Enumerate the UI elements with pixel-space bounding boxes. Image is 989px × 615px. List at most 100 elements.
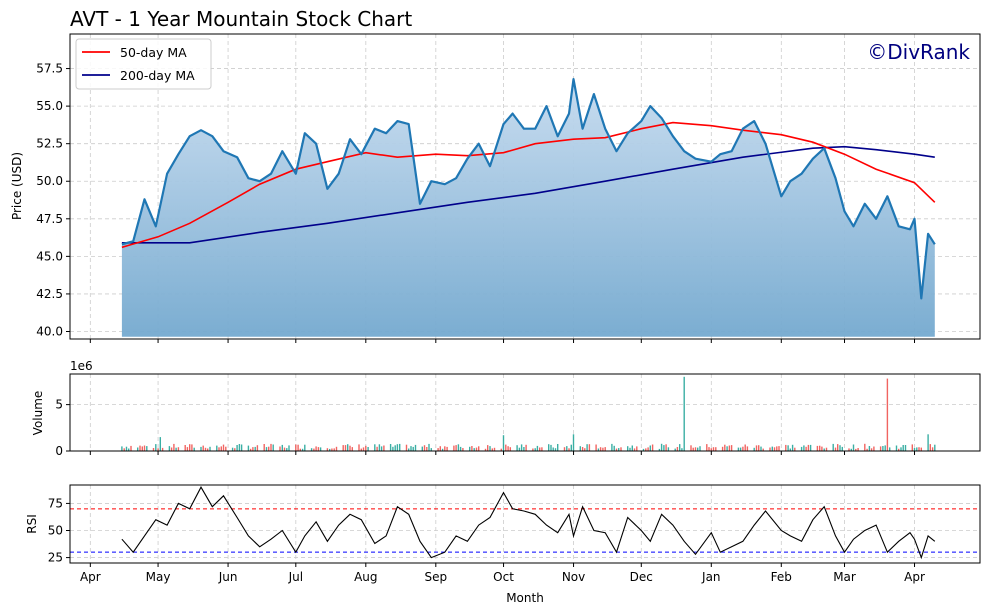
y-tick-label: 45.0 <box>36 249 63 263</box>
volume-bar <box>627 446 629 451</box>
volume-bar <box>509 447 511 451</box>
volume-grid <box>70 374 980 452</box>
volume-bar <box>642 448 645 451</box>
volume-bar <box>484 448 487 451</box>
volume-bar <box>839 445 841 451</box>
volume-bar <box>326 448 329 451</box>
volume-bar <box>301 448 304 451</box>
volume-bar <box>173 443 175 451</box>
volume-bar <box>475 447 478 451</box>
volume-bar <box>785 444 787 451</box>
volume-bar <box>918 447 920 451</box>
volume-bar <box>520 444 523 451</box>
volume-bar <box>929 444 931 451</box>
x-tick-label-month: Feb <box>771 570 792 584</box>
volume-bar <box>421 446 423 451</box>
volume-bar <box>584 448 586 451</box>
y-tick-label: 55.0 <box>36 99 63 113</box>
volume-bar <box>557 444 559 451</box>
volume-bar <box>516 445 518 451</box>
y-tick-label: 52.5 <box>36 137 63 151</box>
volume-offset-label: 1e6 <box>70 359 93 373</box>
volume-plot-frame <box>69 373 981 452</box>
volume-bar <box>268 446 270 451</box>
volume-bar <box>374 444 376 451</box>
volume-bar <box>819 445 821 451</box>
volume-bar <box>236 445 238 451</box>
volume-bar <box>304 444 306 451</box>
volume-bar <box>904 445 907 451</box>
volume-bar <box>931 447 934 451</box>
volume-panel: 05 1e6 Volume <box>31 359 981 458</box>
volume-bar <box>347 444 349 451</box>
volume-bar <box>613 445 615 451</box>
volume-bar <box>252 447 254 451</box>
volume-bar <box>493 447 496 451</box>
price-plot-frame <box>69 33 981 340</box>
volume-bar <box>313 448 315 451</box>
volume-bar <box>690 445 692 451</box>
volume-bar <box>487 445 489 451</box>
rsi-x-axis: Apr May Jun Jul Aug Sep Oct Nov Dec Jan Feb Mar Apr <box>80 563 925 584</box>
volume-bar <box>231 447 234 451</box>
volume-bar <box>272 444 274 451</box>
price-y-axis-label: Price (USD) <box>10 152 24 220</box>
volume-bar <box>604 447 606 451</box>
volume-bar <box>155 444 157 451</box>
volume-bar <box>615 448 618 451</box>
volume-bar <box>794 447 796 451</box>
volume-bar <box>618 448 620 451</box>
volume-bar <box>742 446 744 451</box>
volume-bar <box>220 446 222 451</box>
volume-bar <box>234 448 236 451</box>
volume-bar <box>631 445 633 451</box>
volume-bar <box>855 448 857 451</box>
volume-bar <box>724 444 726 451</box>
volume-bar <box>344 445 347 451</box>
volume-bar <box>581 447 584 451</box>
y-tick-label: 50.0 <box>36 174 63 188</box>
volume-bar <box>123 448 125 451</box>
volume-bar <box>651 444 654 451</box>
volume-bar <box>333 448 335 451</box>
price-y-axis: 40.0 42.5 45.0 47.5 50.0 52.5 55.0 57.5 <box>36 62 70 338</box>
volume-bar <box>523 447 525 451</box>
price-panel: 40.0 42.5 45.0 47.5 50.0 52.5 55.0 57.5 Price (… <box>10 33 981 343</box>
volume-bar <box>548 444 550 451</box>
volume-bar <box>240 444 243 451</box>
volume-bar <box>934 444 936 451</box>
volume-bar <box>755 445 758 451</box>
volume-bar <box>207 448 209 451</box>
volume-bar <box>351 447 353 451</box>
volume-bar <box>706 444 708 451</box>
volume-bar <box>916 447 918 451</box>
volume-bar <box>679 444 681 451</box>
volume-bar <box>676 447 679 451</box>
volume-bar <box>789 448 791 451</box>
volume-bar <box>681 448 683 451</box>
volume-bar <box>920 447 922 451</box>
volume-bar <box>423 445 426 451</box>
ma50-line <box>121 121 936 249</box>
volume-bar <box>247 445 250 451</box>
volume-bar <box>399 443 401 451</box>
volume-bar <box>295 444 297 451</box>
volume-bar <box>319 447 322 451</box>
y-tick-label: 47.5 <box>36 212 63 226</box>
volume-bar <box>380 446 383 451</box>
x-axis-label: Month <box>506 591 544 605</box>
volume-bar <box>342 445 344 451</box>
volume-bar <box>599 447 602 451</box>
volume-bar <box>444 446 446 451</box>
volume-bar <box>141 446 143 451</box>
volume-bar <box>809 444 812 451</box>
volume-bar <box>744 444 746 451</box>
volume-bar <box>168 446 171 451</box>
volume-bar <box>586 444 588 451</box>
volume-bar <box>787 445 789 451</box>
volume-bar <box>331 448 333 451</box>
volume-bar <box>315 446 317 451</box>
volume-bar <box>317 447 320 451</box>
volume-bar <box>189 444 191 451</box>
volume-bar <box>913 448 916 451</box>
